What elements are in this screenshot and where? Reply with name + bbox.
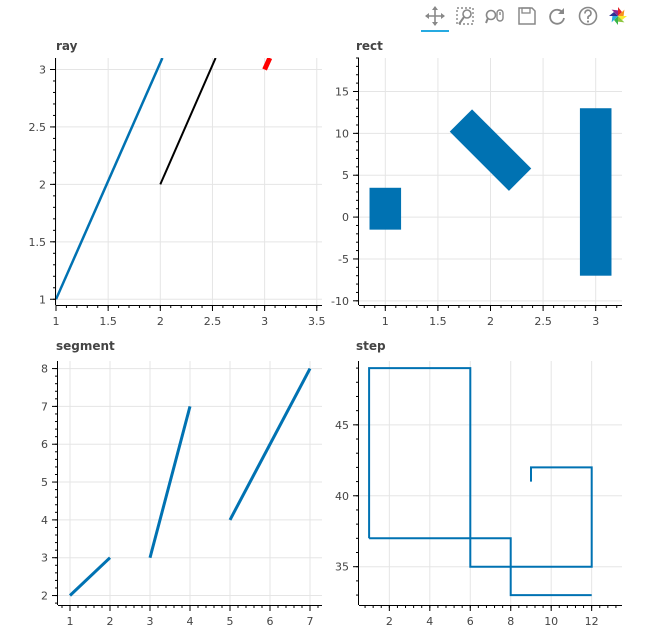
y-tick-label: 8 <box>41 363 48 376</box>
x-tick-label: 8 <box>507 615 514 628</box>
x-tick-label: 7 <box>307 615 314 628</box>
save-icon <box>518 7 536 25</box>
x-tick-label: 1 <box>53 315 60 328</box>
plot-marks <box>68 367 312 597</box>
x-tick-label: 1.5 <box>429 315 447 328</box>
step-series-line <box>368 367 593 568</box>
x-tick-label: 10 <box>544 615 558 628</box>
plot-step: step 2 4 6 8 10 12 35 40 45 <box>335 339 622 628</box>
plot-title: step <box>356 339 386 353</box>
y-tick-label: 3 <box>39 63 46 76</box>
plot-ray: ray 1 1.5 2 2.5 3 3.5 1 1.5 2 2.5 3 <box>29 39 326 328</box>
y-tick-label: 2 <box>39 178 46 191</box>
help-tool[interactable] <box>574 2 602 30</box>
plot-rect: rect 1 1.5 2 2.5 3 -10 -5 0 5 10 15 <box>331 39 622 328</box>
ray-series-line <box>56 58 164 300</box>
plot-title: rect <box>356 39 383 53</box>
x-tick-label: 6 <box>267 615 274 628</box>
y-tick-label: 0 <box>342 211 349 224</box>
y-tick-label: 1.5 <box>29 236 47 249</box>
y-tick-label: 15 <box>335 85 349 98</box>
rect-glyph <box>449 109 532 191</box>
x-tick-label: 2.5 <box>534 315 552 328</box>
save-tool[interactable] <box>513 2 541 30</box>
rect-glyph <box>369 187 402 230</box>
plot-title: segment <box>56 339 115 353</box>
x-tick-label: 5 <box>227 615 234 628</box>
segment-series-line <box>148 406 192 559</box>
rect-glyph <box>579 108 612 276</box>
y-tick-label: 4 <box>41 514 48 527</box>
y-tick-label: 10 <box>335 127 349 140</box>
bokeh-logo-icon <box>609 7 627 25</box>
y-tick-label: 2 <box>41 590 48 603</box>
y-tick-label: 45 <box>335 419 349 432</box>
plot-marks <box>56 58 273 300</box>
help-icon <box>578 6 598 26</box>
y-tick-label: 6 <box>41 438 48 451</box>
toolbar <box>0 0 645 32</box>
reset-icon <box>549 8 565 25</box>
bokeh-logo[interactable] <box>604 2 632 30</box>
plot-marks <box>369 108 612 276</box>
plot-title: ray <box>56 39 78 53</box>
reset-tool[interactable] <box>543 2 571 30</box>
x-tick-label: 1.5 <box>99 315 117 328</box>
wheel-zoom-tool[interactable] <box>481 2 509 30</box>
x-tick-label: 3 <box>261 315 268 328</box>
x-tick-label: 6 <box>467 615 474 628</box>
x-tick-label: 1 <box>382 315 389 328</box>
plot-segment: segment 1 2 3 4 5 6 7 2 3 4 5 6 7 8 <box>41 339 322 628</box>
y-tick-label: 3 <box>41 552 48 565</box>
x-tick-label: 2 <box>157 315 164 328</box>
y-tick-label: 7 <box>41 400 48 413</box>
ray-series-line <box>262 58 273 71</box>
y-tick-label: 40 <box>335 490 349 503</box>
wheel-zoom-icon <box>485 9 504 24</box>
y-tick-label: 35 <box>335 561 349 574</box>
pan-tool[interactable] <box>421 2 449 32</box>
x-tick-label: 2 <box>487 315 494 328</box>
x-tick-label: 12 <box>585 615 599 628</box>
y-tick-label: 5 <box>342 169 349 182</box>
y-tick-label: -10 <box>331 295 349 308</box>
x-tick-label: 1 <box>67 615 74 628</box>
x-tick-label: 3.5 <box>308 315 326 328</box>
x-tick-label: 4 <box>187 615 194 628</box>
x-tick-label: 3 <box>147 615 154 628</box>
x-tick-label: 4 <box>426 615 433 628</box>
x-tick-label: 3 <box>592 315 599 328</box>
x-tick-label: 2 <box>386 615 393 628</box>
box-zoom-icon <box>456 7 474 25</box>
y-tick-label: 5 <box>41 476 48 489</box>
ray-series-line <box>159 58 217 185</box>
y-tick-label: -5 <box>338 253 349 266</box>
x-tick-label: 2.5 <box>204 315 222 328</box>
plot-marks <box>368 367 593 597</box>
segment-series-line <box>228 367 312 521</box>
y-tick-label: 1 <box>39 293 46 306</box>
x-tick-label: 2 <box>107 615 114 628</box>
box-zoom-tool[interactable] <box>451 2 479 30</box>
pan-icon <box>425 6 445 26</box>
y-tick-label: 2.5 <box>29 121 47 134</box>
segment-series-line <box>68 556 112 597</box>
step-series-line <box>369 537 592 597</box>
